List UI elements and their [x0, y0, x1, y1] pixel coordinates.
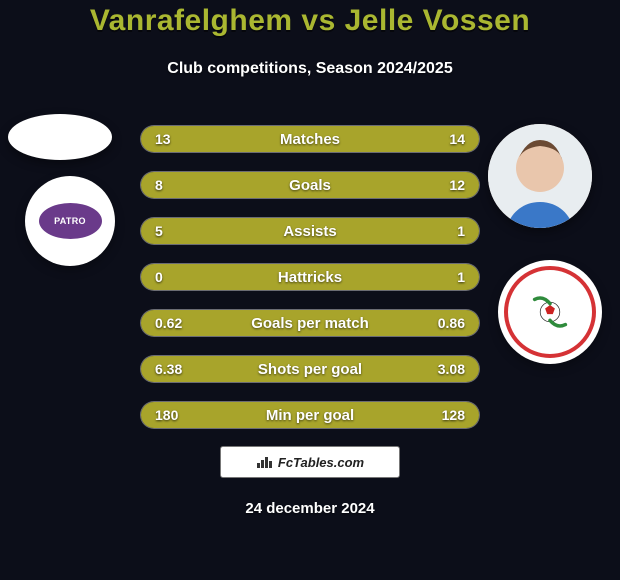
club-right-badge: [498, 260, 602, 364]
stat-row: Hattricks0 1: [140, 263, 480, 291]
stat-row: Shots per goal6.38 3.08: [140, 355, 480, 383]
stat-value-left: 0: [155, 264, 163, 290]
date-text: 24 december 2024: [0, 500, 620, 517]
stat-value-right: 128: [442, 402, 465, 428]
stat-label: Shots per goal: [141, 356, 479, 382]
stat-row: Assists5 1: [140, 217, 480, 245]
stat-value-left: 13: [155, 126, 171, 152]
stat-row: Goals8 12: [140, 171, 480, 199]
stat-value-right: 0.86: [438, 310, 465, 336]
comparison-bars: Matches1314Goals812Assists51Hattricks01G…: [140, 125, 480, 447]
page-title: Vanrafelghem vs Jelle Vossen: [0, 4, 620, 38]
stat-row: Matches13 14: [140, 125, 480, 153]
attribution-badge: FcTables.com: [220, 446, 400, 478]
stat-value-left: 5: [155, 218, 163, 244]
attribution-icon: [256, 455, 274, 469]
player-right-avatar: [488, 124, 592, 228]
stat-value-right: 3.08: [438, 356, 465, 382]
stat-value-left: 180: [155, 402, 178, 428]
attribution-text: FcTables.com: [278, 455, 364, 470]
stat-label: Goals: [141, 172, 479, 198]
player-right-silhouette: [488, 124, 592, 228]
player-left-avatar: [8, 114, 112, 160]
stat-value-right: 1: [457, 218, 465, 244]
stat-label: Hattricks: [141, 264, 479, 290]
stat-label: Matches: [141, 126, 479, 152]
stat-value-left: 6.38: [155, 356, 182, 382]
club-left-badge: PATRO: [25, 176, 115, 266]
stat-value-right: 14: [449, 126, 465, 152]
club-left-label: PATRO: [39, 203, 102, 239]
stat-label: Min per goal: [141, 402, 479, 428]
stat-label: Assists: [141, 218, 479, 244]
page-subtitle: Club competitions, Season 2024/2025: [0, 60, 620, 78]
club-right-ball-icon: [529, 291, 571, 333]
stat-value-right: 1: [457, 264, 465, 290]
stat-row: Goals per match0.62 0.86: [140, 309, 480, 337]
stat-value-left: 0.62: [155, 310, 182, 336]
stat-value-left: 8: [155, 172, 163, 198]
stat-value-right: 12: [449, 172, 465, 198]
stat-row: Min per goal180 128: [140, 401, 480, 429]
stat-label: Goals per match: [141, 310, 479, 336]
